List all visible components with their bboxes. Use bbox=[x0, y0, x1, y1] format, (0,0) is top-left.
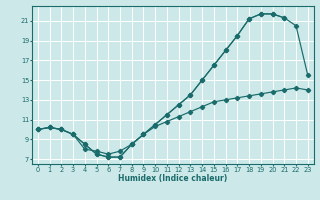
X-axis label: Humidex (Indice chaleur): Humidex (Indice chaleur) bbox=[118, 174, 228, 183]
